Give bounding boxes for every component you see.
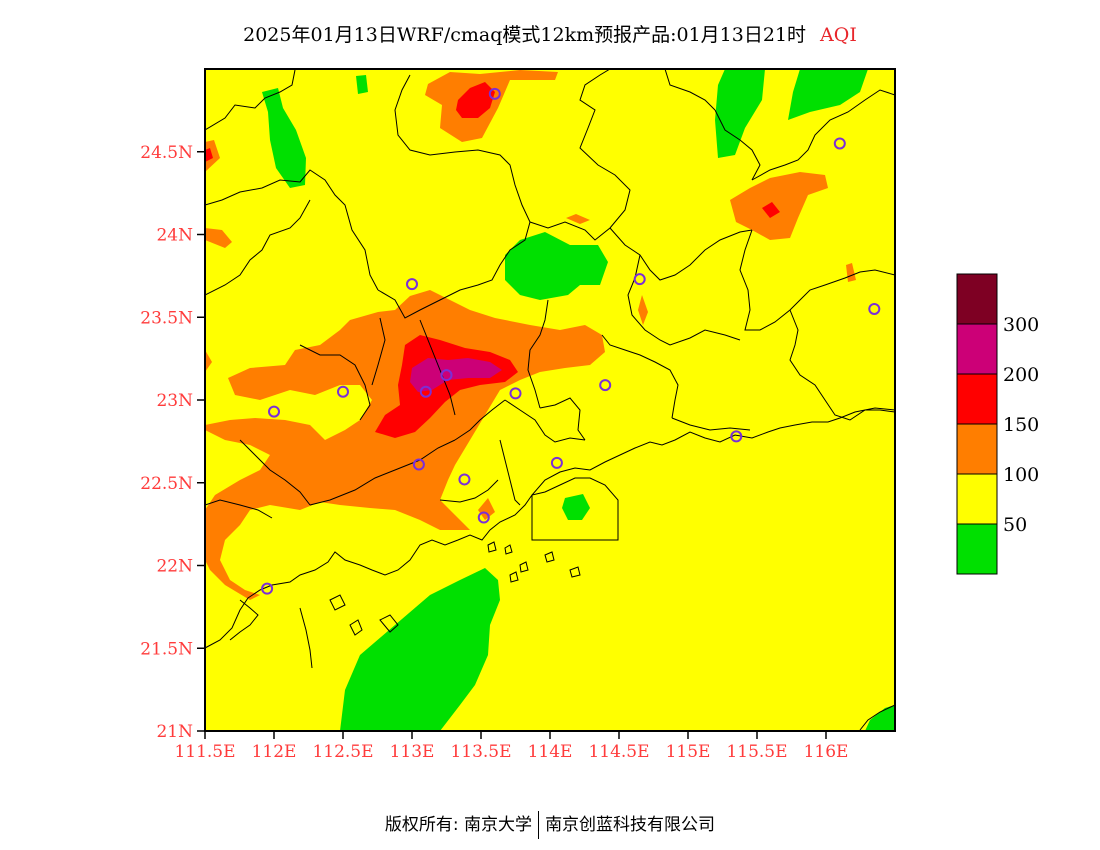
aqi-zone-orange-central [478,498,495,520]
lat-tick-label: 21N [156,722,193,742]
aqi-zone-orange-central [205,350,212,372]
aqi-zone-orange-north [566,214,590,224]
lon-tick-label: 113.5E [450,742,511,762]
legend-swatch [956,273,998,325]
legend-swatch [956,323,998,375]
station-marker [509,387,522,400]
station-marker [419,385,432,398]
legend-swatch [956,373,998,425]
lon-tick-label: 115.5E [726,742,787,762]
lon-tick-label: 113E [390,742,435,762]
aqi-zone-red [456,82,495,118]
copyright-footer: 版权所有: 南京大学 南京创蓝科技有限公司 [0,810,1100,839]
aqi-zone-orange-north [846,263,856,282]
aqi-zone-purple [410,358,502,392]
lat-tick-label: 23N [156,391,193,411]
lon-tick-label: 112E [252,742,297,762]
legend-label: 100 [1003,464,1039,486]
aqi-zone-orange-north [425,70,558,142]
aqi-field [205,69,895,731]
lon-tick-label: 114E [528,742,573,762]
lat-tick-label: 21.5N [140,639,193,659]
aqi-zone-red [762,202,780,218]
aqi-background [205,69,895,731]
legend-swatch [956,473,998,525]
admin-boundaries [205,69,895,519]
aqi-zone-green-south [865,705,895,731]
aqi-zone-green-north [356,75,368,94]
footer-separator [538,811,540,839]
lat-tick-label: 24.5N [140,143,193,163]
map-title: 2025年01月13日WRF/cmaq模式12km预报产品:01月13日21时 A… [0,20,1100,47]
aqi-zone-green-north [715,69,765,158]
lon-tick-label: 114.5E [588,742,649,762]
station-marker [477,511,490,524]
lon-tick-label: 115E [666,742,711,762]
aqi-zone-orange-north [205,228,232,248]
aqi-zone-orange-north [730,172,828,240]
aqi-zone-green-central [562,494,590,520]
longitude-axis: 111.5E 112E 112.5E 113E 113.5E 114E 114.5E 115E… [174,731,848,762]
legend-swatch [956,423,998,475]
lat-tick-label: 24N [156,226,193,246]
aqi-zone-green-central [505,232,608,300]
station-marker [337,385,349,398]
aqi-zone-orange-north [638,295,648,325]
station-marker [833,137,846,150]
footer-right: 南京创蓝科技有限公司 [545,815,716,835]
title-variable: AQI [820,24,857,46]
latitude-axis: 21N 21.5N 22N 22.5N 23N 23.5N 24N 24.5N [140,143,205,742]
aqi-legend: 50 100 150 200 300 [956,273,1039,575]
footer-left: 版权所有: 南京大学 [384,815,533,835]
lat-tick-label: 22N [156,557,193,577]
aqi-zone-green-north [262,88,306,188]
coastline [205,407,895,731]
station-marker [261,582,274,595]
lon-tick-label: 111.5E [174,742,235,762]
aqi-zone-red [205,148,213,162]
station-marker [633,273,646,286]
lat-tick-label: 23.5N [140,308,193,328]
lat-tick-label: 22.5N [140,474,193,494]
monitoring-stations [261,87,881,595]
legend-label: 200 [1003,364,1039,386]
legend-label: 150 [1003,414,1039,436]
legend-label: 50 [1003,514,1027,536]
station-marker [406,278,418,291]
station-marker [868,302,881,315]
lon-tick-label: 116E [804,742,849,762]
station-marker [599,379,612,392]
aqi-zone-green-north [788,69,868,120]
station-marker [730,430,743,443]
lon-tick-label: 112.5E [312,742,373,762]
legend-swatch [956,523,998,575]
aqi-zone-green-south [340,568,500,731]
station-marker [458,473,471,486]
title-main: 2025年01月13日WRF/cmaq模式12km预报产品:01月13日21时 [243,24,807,46]
station-marker [412,458,425,471]
station-marker [440,369,453,382]
legend-label: 300 [1003,314,1039,336]
aqi-zone-orange-north [205,140,220,172]
station-marker [550,456,563,469]
station-marker [488,87,501,100]
station-marker [268,405,280,418]
